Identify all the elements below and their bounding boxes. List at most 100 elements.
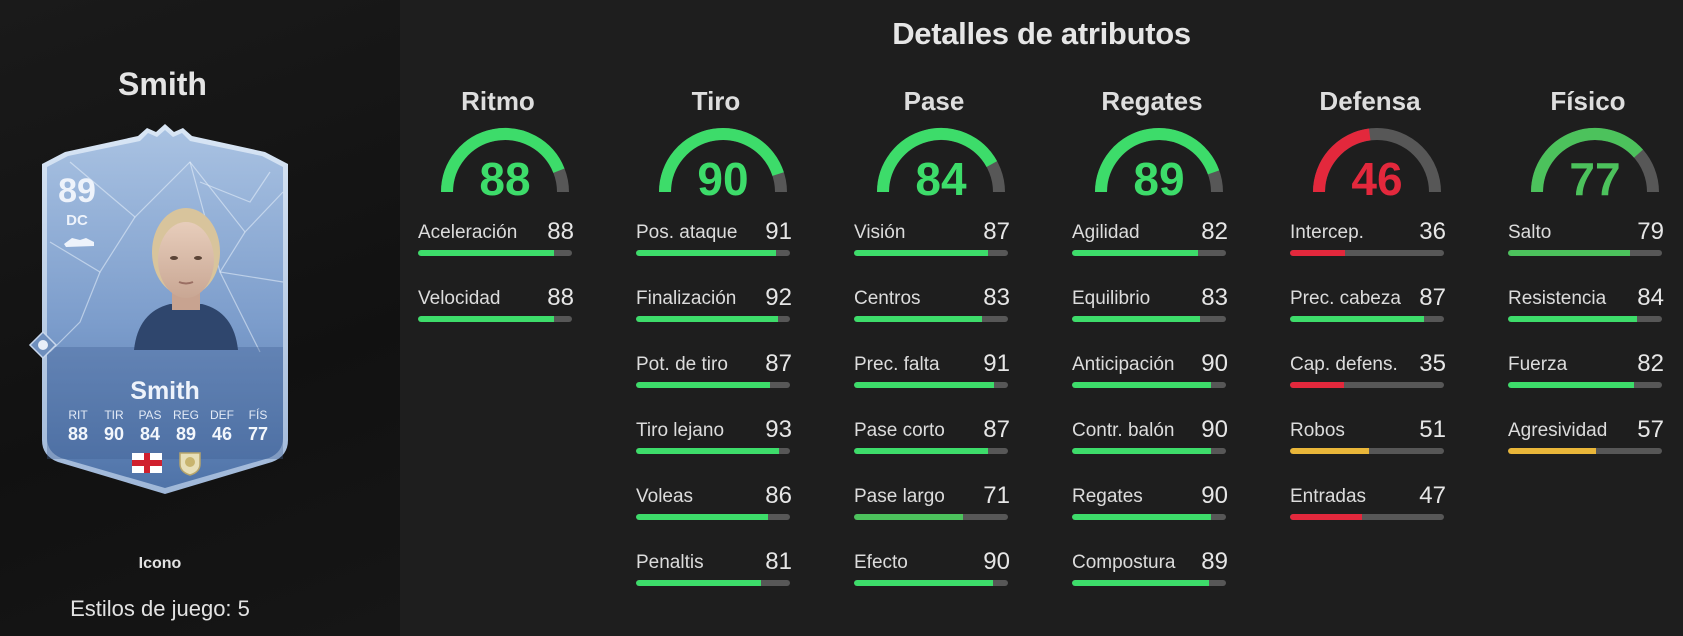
attribute-value: 87 [1419, 284, 1446, 311]
attribute-row[interactable]: Regates 90 [1072, 482, 1232, 552]
attribute-value: 35 [1419, 350, 1446, 377]
attribute-bar-fill [636, 250, 777, 256]
attribute-value: 57 [1637, 416, 1664, 443]
icon-badge-icon [179, 452, 201, 476]
attribute-row[interactable]: Prec. falta 91 [854, 350, 1014, 420]
attribute-bar-fill [1072, 316, 1200, 322]
attribute-bar [636, 382, 790, 388]
attribute-row[interactable]: Entradas 47 [1290, 482, 1450, 552]
attribute-list: Salto 79 Resistencia 84 Fuerza 82 Agresividad 5… [1508, 218, 1668, 486]
attribute-bar-fill [1072, 580, 1210, 586]
attribute-row[interactable]: Fuerza 82 [1508, 350, 1668, 420]
attribute-name: Visión [854, 222, 906, 243]
attribute-name: Intercep. [1290, 222, 1364, 243]
attribute-list: Agilidad 82 Equilibrio 83 Anticipación 90 Cont… [1072, 218, 1232, 618]
attribute-bar-fill [854, 316, 982, 322]
category-value: 88 [479, 153, 531, 205]
attribute-name: Velocidad [418, 288, 501, 309]
attribute-bar-fill [854, 250, 988, 256]
boot-icon [64, 238, 94, 247]
attribute-bar-fill [854, 382, 995, 388]
attribute-row[interactable]: Centros 83 [854, 284, 1014, 354]
attribute-bar-fill [1072, 448, 1211, 454]
attribute-row[interactable]: Intercep. 36 [1290, 218, 1450, 288]
attribute-bar-fill [854, 448, 988, 454]
card-stat: RIT 88 [62, 408, 94, 445]
attribute-row[interactable]: Robos 51 [1290, 416, 1450, 486]
attribute-value: 87 [983, 218, 1010, 245]
attribute-bar [1072, 514, 1226, 520]
player-card[interactable]: 89 DC Smith RIT 88 [40, 122, 290, 494]
card-stats: RIT 88 TIR 90 PAS 84 REG 89 DEF 46 FÍS 7… [62, 408, 274, 445]
chemistry-style-icon[interactable] [28, 330, 58, 360]
attribute-name: Agilidad [1072, 222, 1140, 243]
player-name-heading: Smith [118, 66, 207, 102]
attribute-value: 79 [1637, 218, 1664, 245]
attribute-bar-fill [636, 316, 778, 322]
attribute-name: Voleas [636, 486, 694, 507]
attribute-row[interactable]: Cap. defens. 35 [1290, 350, 1450, 420]
card-stat-label: REG [172, 408, 199, 422]
attribute-row[interactable]: Pase largo 71 [854, 482, 1014, 552]
attribute-row[interactable]: Agilidad 82 [1072, 218, 1232, 288]
attribute-bar-fill [1072, 250, 1199, 256]
attribute-row[interactable]: Equilibrio 83 [1072, 284, 1232, 354]
attribute-name: Equilibrio [1072, 288, 1151, 309]
attribute-row[interactable]: Resistencia 84 [1508, 284, 1668, 354]
attribute-row[interactable]: Visión 87 [854, 218, 1014, 288]
player-panel: Smith [0, 0, 400, 636]
category-title: Regates [1101, 86, 1203, 116]
attribute-bar [1290, 250, 1444, 256]
category-title: Tiro [691, 86, 741, 116]
attribute-row[interactable]: Aceleración 88 [418, 218, 578, 288]
attribute-value: 90 [1201, 482, 1228, 509]
attribute-bar-fill [636, 382, 770, 388]
playstyles-count[interactable]: Estilos de juego: 5 [70, 596, 250, 621]
attribute-value: 87 [983, 416, 1010, 443]
attribute-bar-fill [1290, 448, 1369, 454]
attribute-row[interactable]: Pos. ataque 91 [636, 218, 796, 288]
attribute-row[interactable]: Contr. balón 90 [1072, 416, 1232, 486]
attribute-name: Pos. ataque [636, 222, 738, 243]
attribute-row[interactable]: Penaltis 81 [636, 548, 796, 618]
category-value: 90 [697, 153, 749, 205]
attribute-row[interactable]: Pase corto 87 [854, 416, 1014, 486]
category-value: 89 [1133, 153, 1185, 205]
attribute-name: Pase largo [854, 486, 945, 507]
attribute-row[interactable]: Prec. cabeza 87 [1290, 284, 1450, 354]
attribute-bar [636, 448, 790, 454]
attribute-row[interactable]: Agresividad 57 [1508, 416, 1668, 486]
card-stat-value: 88 [67, 424, 89, 444]
attribute-bar [636, 316, 790, 322]
attribute-bar [1072, 448, 1226, 454]
card-stat-label: RIT [68, 408, 88, 422]
category-value: 84 [915, 153, 967, 205]
attribute-name: Finalización [636, 288, 737, 309]
card-rating: 89 [58, 172, 96, 210]
attribute-row[interactable]: Pot. de tiro 87 [636, 350, 796, 420]
attribute-bar [1290, 448, 1444, 454]
attribute-row[interactable]: Tiro lejano 93 [636, 416, 796, 486]
category-gauge: 89 [1094, 126, 1224, 202]
attribute-bar-fill [1508, 448, 1596, 454]
attribute-bar-fill [1508, 382, 1635, 388]
attribute-row[interactable]: Compostura 89 [1072, 548, 1232, 618]
attribute-name: Robos [1290, 420, 1345, 441]
attribute-bar-fill [854, 514, 964, 520]
attribute-row[interactable]: Anticipación 90 [1072, 350, 1232, 420]
attribute-value: 90 [1201, 350, 1228, 377]
attribute-name: Prec. falta [854, 354, 940, 375]
card-stat-value: 77 [247, 424, 269, 444]
attribute-bar-fill [418, 250, 554, 256]
attribute-row[interactable]: Velocidad 88 [418, 284, 578, 354]
attribute-bar [1290, 514, 1444, 520]
attribute-row[interactable]: Efecto 90 [854, 548, 1014, 618]
attribute-row[interactable]: Finalización 92 [636, 284, 796, 354]
attribute-row[interactable]: Voleas 86 [636, 482, 796, 552]
attribute-bar-fill [636, 580, 761, 586]
attribute-bar [1290, 316, 1444, 322]
attribute-bar [854, 316, 1008, 322]
attribute-row[interactable]: Salto 79 [1508, 218, 1668, 288]
card-stat-value: 90 [103, 424, 125, 444]
attribute-name: Cap. defens. [1290, 354, 1398, 375]
